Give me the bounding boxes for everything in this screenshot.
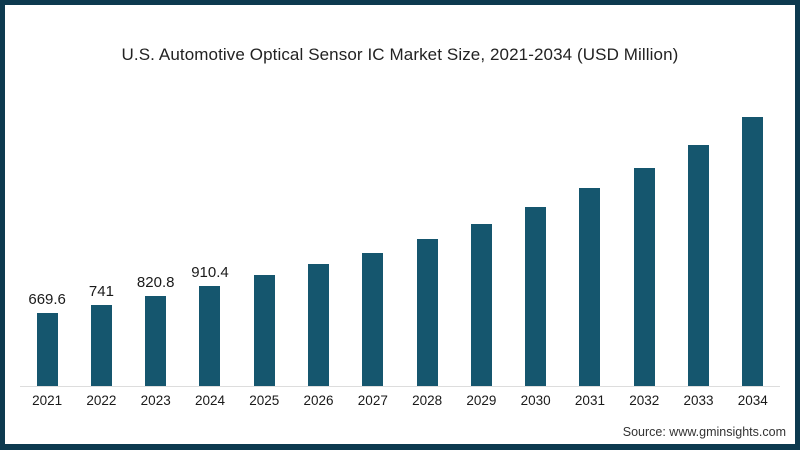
bar bbox=[362, 253, 384, 386]
bar-column bbox=[291, 101, 345, 386]
bar bbox=[633, 167, 655, 386]
x-tick-label: 2021 bbox=[32, 393, 63, 408]
bar-column bbox=[617, 101, 671, 386]
plot-area: 669.6 741 820.8 910.4 bbox=[20, 101, 780, 387]
bar-value-label: 910.4 bbox=[191, 264, 229, 282]
bar-column bbox=[563, 101, 617, 386]
bar-column: 820.8 bbox=[129, 101, 183, 386]
chart-title: U.S. Automotive Optical Sensor IC Market… bbox=[121, 45, 679, 64]
bar-column bbox=[726, 101, 780, 386]
bar bbox=[253, 275, 275, 386]
x-axis-labels: 2021 2022 2023 2024 2025 2026 2027 2028 2029 2030… bbox=[20, 393, 780, 408]
x-tick-label: 2028 bbox=[412, 393, 443, 408]
x-tick-label: 2023 bbox=[140, 393, 171, 408]
bar bbox=[579, 187, 601, 386]
bar-column: 741 bbox=[74, 101, 128, 386]
bar-column bbox=[237, 101, 291, 386]
bar-column: 910.4 bbox=[183, 101, 237, 386]
x-tick-label: 2034 bbox=[737, 393, 768, 408]
bar bbox=[90, 304, 112, 386]
bar bbox=[688, 144, 710, 386]
x-tick-label: 2032 bbox=[629, 393, 660, 408]
bar bbox=[145, 296, 167, 386]
source-credit: Source: www.gminsights.com bbox=[622, 425, 786, 439]
bar-column bbox=[509, 101, 563, 386]
x-tick-label: 2026 bbox=[303, 393, 334, 408]
bar-column bbox=[671, 101, 725, 386]
bar-column bbox=[454, 101, 508, 386]
bar bbox=[199, 286, 221, 386]
bar bbox=[36, 312, 58, 386]
bar-value-label: 669.6 bbox=[28, 290, 66, 308]
bar bbox=[470, 224, 492, 386]
bar bbox=[308, 264, 330, 386]
x-tick-label: 2030 bbox=[520, 393, 551, 408]
bar-column bbox=[346, 101, 400, 386]
x-tick-label: 2031 bbox=[574, 393, 605, 408]
x-tick-label: 2024 bbox=[194, 393, 225, 408]
bar-column bbox=[400, 101, 454, 386]
bar-column: 669.6 bbox=[20, 101, 74, 386]
bar-value-label: 820.8 bbox=[136, 274, 175, 291]
x-tick-label: 2029 bbox=[466, 393, 497, 408]
bar bbox=[525, 206, 547, 386]
x-tick-label: 2025 bbox=[249, 393, 280, 408]
x-tick-label: 2027 bbox=[357, 393, 388, 408]
x-tick-label: 2033 bbox=[683, 393, 714, 408]
bar bbox=[742, 117, 764, 386]
bar bbox=[416, 239, 438, 386]
bar-value-label: 741 bbox=[88, 282, 114, 300]
x-tick-label: 2022 bbox=[86, 393, 117, 408]
